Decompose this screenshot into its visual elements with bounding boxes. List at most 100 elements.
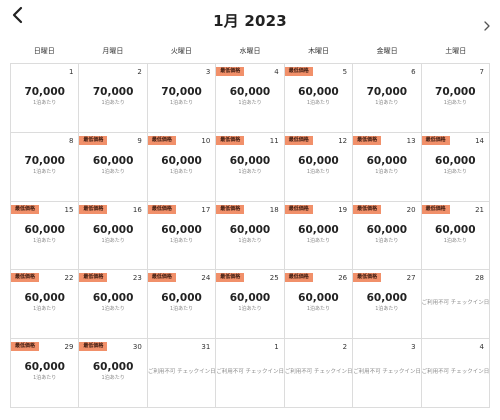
weekday-sunday: 日曜日 — [33, 47, 55, 55]
day-number: 2 — [342, 343, 348, 352]
nightly-price: 60,000 — [298, 86, 339, 98]
price-unit: 1泊あたり — [101, 237, 125, 244]
day-number: 4 — [274, 68, 279, 76]
day-number: 5 — [342, 68, 348, 76]
price-unit: 1泊あたり — [101, 168, 125, 175]
price-unit: 1泊あたり — [443, 100, 467, 106]
nightly-price: 70,000 — [24, 154, 65, 167]
weekday-wednesday: 水曜日 — [239, 47, 261, 55]
next-month-button[interactable] — [482, 16, 492, 31]
calendar-day-cell[interactable]: 最低価格 19 60,000 1泊あたり — [284, 201, 354, 271]
day-number: 25 — [269, 274, 279, 283]
calendar-day-cell[interactable]: 2 70,000 1泊あたり — [79, 64, 148, 133]
price-unit: 1泊あたり — [33, 375, 57, 382]
day-number: 14 — [475, 136, 484, 145]
calendar-day-cell[interactable]: 最低価格 30 60,000 1泊あたり — [79, 339, 148, 408]
unavailable-note: ご利用不可 チェックイン日 — [147, 369, 216, 376]
price-unit: 1泊あたり — [33, 237, 57, 244]
nightly-price: 60,000 — [366, 292, 408, 305]
day-number: 30 — [132, 343, 142, 352]
price-unit: 1泊あたり — [169, 237, 194, 244]
day-number: 4 — [479, 343, 484, 352]
unavailable-note: ご利用不可 チェックイン日 — [353, 369, 421, 376]
lowest-price-badge: 最低価格 — [284, 273, 313, 283]
nightly-price: 60,000 — [161, 223, 202, 236]
lowest-price-badge: 最低価格 — [79, 135, 108, 145]
price-unit: 1泊あたり — [375, 168, 399, 175]
weekday-monday: 月曜日 — [102, 47, 124, 55]
weekday-thursday: 木曜日 — [308, 47, 330, 55]
lowest-price-badge: 最低価格 — [11, 342, 40, 352]
calendar-day-cell[interactable]: 6 70,000 1泊あたり — [353, 64, 422, 133]
calendar-day-cell[interactable]: 最低価格 26 60,000 1泊あたり — [284, 270, 354, 340]
day-number: 26 — [338, 274, 348, 283]
calendar-day-cell[interactable]: 最低価格 24 60,000 1泊あたり — [147, 270, 217, 340]
price-unit: 1泊あたり — [33, 168, 57, 175]
calendar-day-cell[interactable]: 最低価格 12 60,000 1泊あたり — [284, 132, 354, 202]
calendar-day-cell[interactable]: 最低価格 18 60,000 1泊あたり — [216, 201, 285, 271]
calendar-day-cell[interactable]: 最低価格 22 60,000 1泊あたり — [11, 270, 80, 340]
nightly-price: 60,000 — [229, 86, 271, 98]
calendar-day-cell[interactable]: 最低価格 20 60,000 1泊あたり — [353, 201, 422, 271]
calendar-day-cell: 4 ご利用不可 チェックイン日 — [421, 339, 490, 408]
calendar-day-cell[interactable]: 最低価格 10 60,000 1泊あたり — [147, 132, 217, 202]
lowest-price-badge: 最低価格 — [216, 135, 245, 145]
calendar-day-cell[interactable]: 8 70,000 1泊あたり — [11, 132, 80, 202]
day-number: 28 — [475, 274, 484, 283]
price-unit: 1泊あたり — [306, 168, 331, 175]
lowest-price-badge: 最低価格 — [353, 273, 382, 283]
nightly-price: 60,000 — [366, 154, 408, 167]
calendar-day-cell: 28 ご利用不可 チェックイン日 — [421, 270, 490, 340]
nightly-price: 60,000 — [161, 292, 202, 305]
calendar-day-cell[interactable]: 3 70,000 1泊あたり — [147, 64, 217, 133]
nightly-price: 70,000 — [24, 86, 65, 98]
day-number: 23 — [132, 274, 142, 283]
day-number: 1 — [68, 68, 74, 76]
price-unit: 1泊あたり — [33, 100, 57, 106]
calendar-day-cell[interactable]: 7 70,000 1泊あたり — [421, 64, 490, 133]
calendar-day-cell[interactable]: 最低価格 11 60,000 1泊あたり — [216, 132, 285, 202]
day-number: 3 — [205, 68, 211, 76]
day-number: 9 — [137, 136, 142, 145]
day-number: 15 — [64, 205, 74, 214]
day-number: 12 — [338, 136, 348, 145]
calendar-day-cell[interactable]: 最低価格 16 60,000 1泊あたり — [79, 201, 148, 271]
calendar-day-cell[interactable]: 最低価格 9 60,000 1泊あたり — [79, 132, 148, 202]
calendar-day-cell[interactable]: 1 70,000 1泊あたり — [11, 64, 80, 133]
calendar-day-cell[interactable]: 最低価格 29 60,000 1泊あたり — [11, 339, 80, 408]
prev-month-button[interactable] — [9, 6, 27, 24]
calendar-day-cell[interactable]: 最低価格 17 60,000 1泊あたり — [147, 201, 217, 271]
calendar-day-cell[interactable]: 最低価格 14 60,000 1泊あたり — [421, 132, 490, 202]
weekday-header: 日曜日 月曜日 火曜日 水曜日 木曜日 金曜日 土曜日 — [10, 46, 490, 56]
day-number: 1 — [274, 343, 279, 352]
calendar-day-cell[interactable]: 最低価格 5 60,000 1泊あたり — [284, 64, 354, 133]
calendar-day-cell[interactable]: 最低価格 23 60,000 1泊あたり — [79, 270, 148, 340]
lowest-price-badge: 最低価格 — [421, 204, 450, 214]
calendar-day-cell[interactable]: 最低価格 25 60,000 1泊あたり — [216, 270, 285, 340]
calendar-day-cell[interactable]: 最低価格 15 60,000 1泊あたり — [11, 201, 80, 271]
nightly-price: 60,000 — [92, 292, 134, 305]
calendar-day-cell[interactable]: 最低価格 27 60,000 1泊あたり — [353, 270, 422, 340]
day-number: 2 — [137, 68, 142, 76]
nightly-price: 60,000 — [229, 223, 271, 236]
day-number: 8 — [68, 136, 74, 145]
calendar-day-cell[interactable]: 最低価格 13 60,000 1泊あたり — [353, 132, 422, 202]
nightly-price: 60,000 — [435, 223, 476, 236]
unavailable-note: ご利用不可 チェックイン日 — [216, 369, 285, 376]
price-unit: 1泊あたり — [33, 306, 57, 313]
lowest-price-badge: 最低価格 — [79, 204, 108, 214]
nightly-price: 60,000 — [435, 154, 476, 167]
calendar-day-cell[interactable]: 最低価格 4 60,000 1泊あたり — [216, 64, 285, 133]
calendar-day-cell[interactable]: 最低価格 21 60,000 1泊あたり — [421, 201, 490, 271]
lowest-price-badge: 最低価格 — [11, 204, 40, 214]
day-number: 22 — [64, 274, 74, 283]
lowest-price-badge: 最低価格 — [216, 273, 245, 283]
nightly-price: 70,000 — [92, 86, 134, 98]
unavailable-note: ご利用不可 チェックイン日 — [421, 300, 490, 307]
price-unit: 1泊あたり — [375, 100, 399, 106]
lowest-price-badge: 最低価格 — [79, 273, 108, 283]
nightly-price: 70,000 — [366, 86, 408, 98]
nightly-price: 70,000 — [435, 86, 476, 98]
nightly-price: 60,000 — [229, 154, 271, 167]
day-number: 18 — [269, 205, 279, 214]
